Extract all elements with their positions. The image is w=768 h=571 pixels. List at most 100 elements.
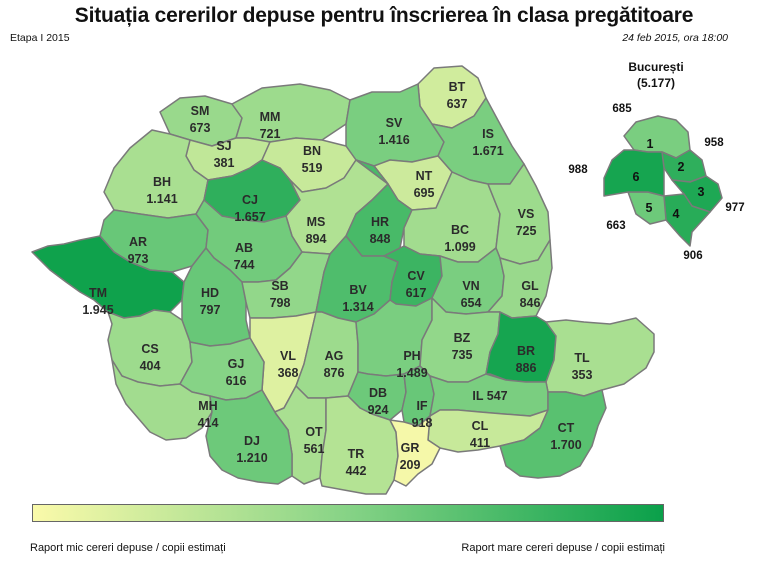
county-code-ab: AB [235,241,253,255]
county-code-mh: MH [198,399,217,413]
county-value-vs: 725 [516,224,537,238]
county-code-tm: TM [89,286,107,300]
county-code-br: BR [517,344,535,358]
county-value-bh: 1.141 [146,192,177,206]
county-dj [205,389,293,485]
county-code-vl: VL [280,349,296,363]
county-gj [179,337,265,401]
county-value-bc: 1.099 [444,240,475,254]
county-code-ot: OT [305,425,323,439]
county-code-vs: VS [518,207,535,221]
bucuresti-total: (5.177) [637,76,675,90]
county-value-db: 924 [368,403,389,417]
legend-high-label: Raport mare cereri depuse / copii estima… [461,542,665,554]
county-value-bv: 1.314 [342,300,373,314]
county-value-ot: 561 [304,442,325,456]
county-code-cv: CV [407,269,425,283]
stage-label: Etapa I 2015 [10,32,70,44]
bucuresti-sector-value-1: 685 [612,103,632,115]
bucuresti-sector-label-1: 1 [647,137,654,151]
county-value-vl: 368 [278,366,299,380]
county-value-is: 1.671 [472,144,503,158]
county-code-dj: DJ [244,434,260,448]
bucuresti-sector-value-6: 988 [568,164,588,176]
county-ct [499,389,607,479]
county-value-sm: 673 [190,121,211,135]
county-code-bh: BH [153,175,171,189]
county-code-mm: MM [260,110,281,124]
county-value-br: 886 [516,361,537,375]
county-code-vn: VN [462,279,479,293]
county-code-nt: NT [416,169,433,183]
county-code-cj: CJ [242,193,258,207]
county-value-tm: 1.945 [82,303,113,317]
county-value-if: 918 [412,416,433,430]
county-tl [545,317,655,397]
county-value-cl: 411 [470,436,490,450]
county-value-ag: 876 [324,366,345,380]
county-code-ms: MS [307,215,326,229]
county-value-dj: 1.210 [236,451,267,465]
bucuresti-sector-value-5: 663 [606,220,625,232]
county-code-bv: BV [349,283,367,297]
county-value-ar: 973 [128,252,149,266]
county-value-cv: 617 [406,286,427,300]
county-code-cs: CS [141,342,158,356]
bucuresti-sector-value-4: 906 [683,250,702,262]
county-code-sm: SM [191,104,210,118]
county-value-hd: 797 [200,303,221,317]
county-value-gl: 846 [520,296,541,310]
county-code-gr: GR [401,441,420,455]
county-code-cl: CL [472,419,489,433]
bucuresti-sector-value-3: 977 [725,202,744,214]
bucuresti-sector-label-5: 5 [646,201,653,215]
county-code-db: DB [369,386,387,400]
map-title: Situația cererilor depuse pentru înscrie… [74,4,694,27]
county-value-sv: 1.416 [378,133,409,147]
county-code-hr: HR [371,215,389,229]
county-value-ab: 744 [234,258,255,272]
county-code-gj: GJ [228,357,245,371]
county-value-bt: 637 [447,97,468,111]
county-code-ag: AG [325,349,344,363]
county-value-ct: 1.700 [550,438,581,452]
legend-gradient-bar [32,504,664,522]
county-code-sv: SV [386,116,403,130]
county-code-ct: CT [558,421,575,435]
bucuresti-sector-6 [603,149,665,197]
county-code-bn: BN [303,144,321,158]
county-value-sj: 381 [214,156,235,170]
county-value-nt: 695 [414,186,435,200]
county-value-gj: 616 [226,374,247,388]
bucuresti-sector-label-2: 2 [678,160,685,174]
county-value-ph: 1.489 [396,366,427,380]
county-code-il: IL 547 [472,389,507,403]
legend-low-label: Raport mic cereri depuse / copii estimaț… [30,542,226,554]
county-value-cs: 404 [140,359,161,373]
county-value-bz: 735 [452,348,473,362]
county-code-sj: SJ [216,139,231,153]
county-code-if: IF [416,399,427,413]
bucuresti-sector-4 [663,193,711,247]
county-gr [389,415,441,487]
county-value-mh: 414 [198,416,219,430]
county-mh [111,359,213,441]
county-value-ms: 894 [306,232,327,246]
county-code-ar: AR [129,235,147,249]
county-code-gl: GL [521,279,539,293]
bucuresti-sector-label-3: 3 [698,185,705,199]
county-code-is: IS [482,127,494,141]
county-value-cj: 1.657 [234,210,265,224]
county-value-hr: 848 [370,232,391,246]
county-value-tl: 353 [572,368,593,382]
county-code-sb: SB [271,279,288,293]
county-code-tl: TL [574,351,590,365]
date-label: 24 feb 2015, ora 18:00 [622,32,728,44]
county-code-tr: TR [348,447,365,461]
county-value-mm: 721 [260,127,281,141]
county-tr [319,395,399,495]
county-code-hd: HD [201,286,219,300]
county-value-tr: 442 [346,464,367,478]
bucuresti-title: București [628,60,683,74]
